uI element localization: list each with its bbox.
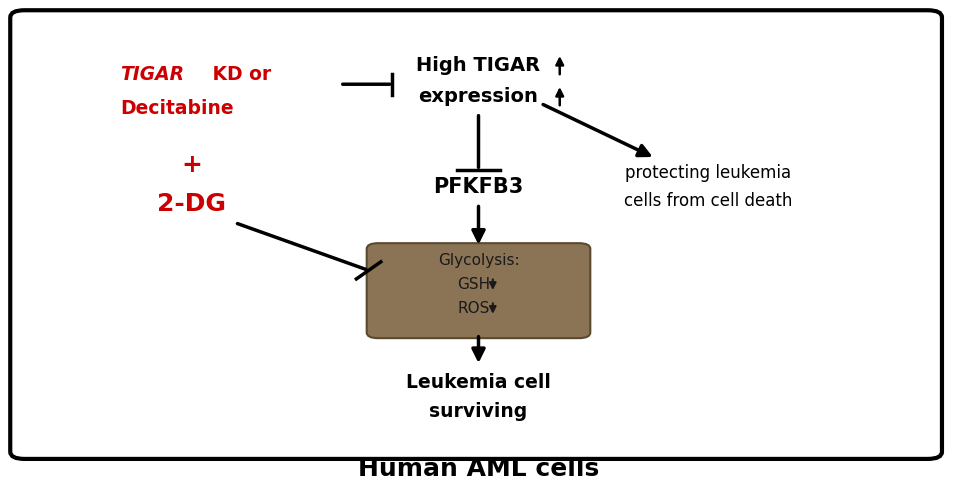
- Text: Human AML cells: Human AML cells: [358, 457, 599, 482]
- FancyBboxPatch shape: [11, 10, 942, 459]
- Text: Glycolysis:: Glycolysis:: [437, 253, 520, 268]
- Text: TIGAR: TIGAR: [121, 65, 185, 84]
- Text: GSH: GSH: [457, 277, 490, 292]
- Text: High TIGAR: High TIGAR: [416, 56, 541, 75]
- Text: 2-DG: 2-DG: [157, 192, 226, 215]
- Text: surviving: surviving: [430, 402, 527, 421]
- Text: Decitabine: Decitabine: [121, 99, 234, 118]
- Text: Leukemia cell: Leukemia cell: [406, 373, 551, 392]
- Text: KD or: KD or: [206, 65, 272, 84]
- Text: cells from cell death: cells from cell death: [624, 192, 792, 210]
- Text: protecting leukemia: protecting leukemia: [625, 164, 790, 182]
- FancyBboxPatch shape: [367, 243, 590, 338]
- Text: +: +: [182, 153, 202, 177]
- Text: expression: expression: [418, 87, 539, 106]
- Text: PFKFB3: PFKFB3: [434, 177, 523, 197]
- Text: ROS: ROS: [457, 301, 490, 316]
